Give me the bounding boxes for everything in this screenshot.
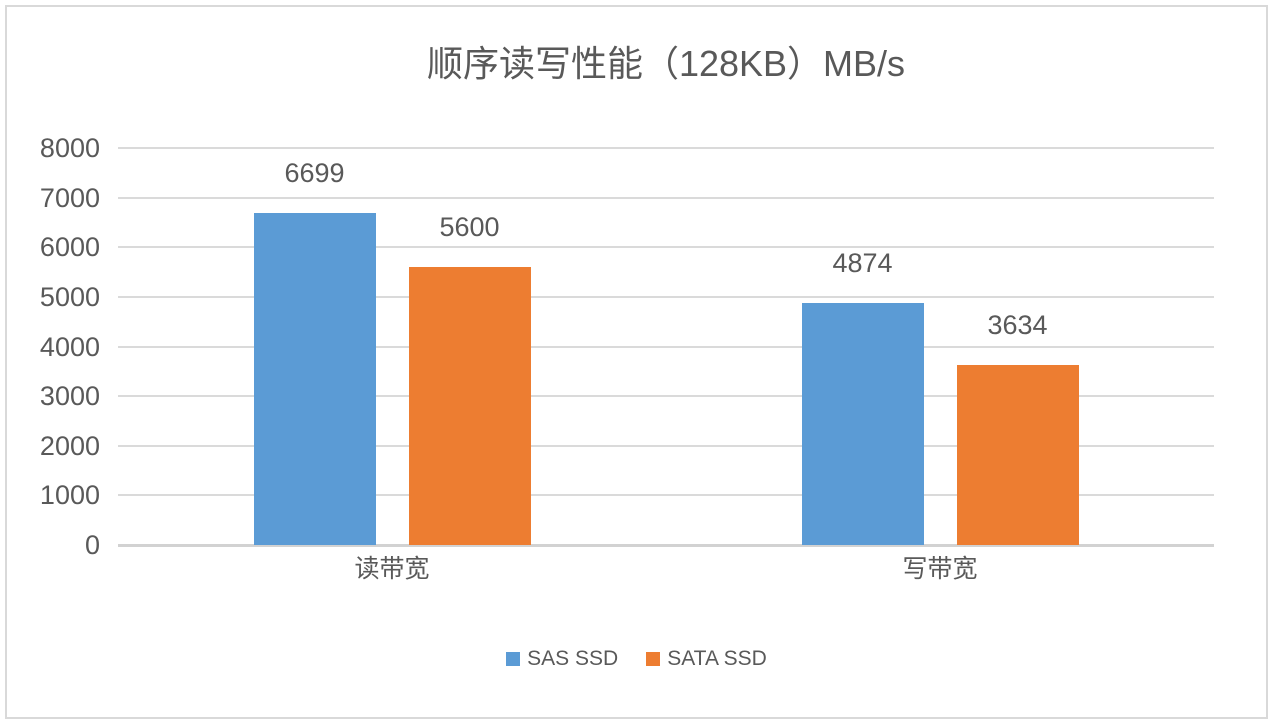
y-axis-tick-label: 0 xyxy=(84,530,100,560)
plot-area: 6699 5600 4874 3634 xyxy=(118,147,1214,547)
legend-swatch-sata-ssd xyxy=(646,652,661,666)
gridline xyxy=(118,147,1214,149)
legend-item-sas-ssd: SAS SSD xyxy=(506,646,618,672)
y-axis-tick-label: 2000 xyxy=(39,430,100,461)
y-axis: 0 1000 2000 3000 4000 5000 6000 7000 8000 xyxy=(0,133,106,560)
gridline xyxy=(118,444,1214,447)
y-axis-tick-label: 3000 xyxy=(39,381,100,412)
bar-sata-ssd-cat0 xyxy=(408,267,531,545)
bar-sata-ssd-cat1 xyxy=(956,364,1079,545)
gridline xyxy=(118,494,1214,497)
y-axis-tick-label: 7000 xyxy=(39,182,100,213)
y-axis-tick-label: 4000 xyxy=(39,331,100,362)
chart-title: 顺序读写性能（128KB）MB/s xyxy=(426,43,906,84)
x-axis-category-label: 读带宽 xyxy=(354,555,430,583)
x-axis-category-label: 写带宽 xyxy=(902,555,978,583)
legend: SAS SSD SATA SSD xyxy=(0,646,1273,672)
gridline xyxy=(118,395,1214,398)
gridline xyxy=(118,295,1214,298)
y-axis-tick-label: 1000 xyxy=(39,480,100,511)
bar-sas-ssd-cat1 xyxy=(801,303,924,545)
legend-swatch-sas-ssd xyxy=(506,652,521,666)
gridline xyxy=(118,345,1214,348)
x-axis-labels: 读带宽 写带宽 xyxy=(118,553,1214,587)
gridline xyxy=(118,246,1214,249)
legend-item-sata-ssd: SATA SSD xyxy=(646,646,767,672)
legend-label: SATA SSD xyxy=(667,647,767,670)
gridline xyxy=(118,196,1214,199)
bar-sas-ssd-cat0 xyxy=(253,212,376,545)
data-label-sata-ssd-cat1: 3634 xyxy=(987,309,1048,340)
data-label-sata-ssd-cat0: 5600 xyxy=(439,212,500,243)
data-label-sas-ssd-cat1: 4874 xyxy=(832,248,893,279)
y-axis-tick-label: 6000 xyxy=(39,232,100,263)
y-axis-tick-label: 8000 xyxy=(39,133,100,163)
data-label-sas-ssd-cat0: 6699 xyxy=(284,157,345,188)
x-axis-baseline xyxy=(118,544,1214,547)
legend-label: SAS SSD xyxy=(527,647,619,670)
y-axis-tick-label: 5000 xyxy=(39,281,100,312)
